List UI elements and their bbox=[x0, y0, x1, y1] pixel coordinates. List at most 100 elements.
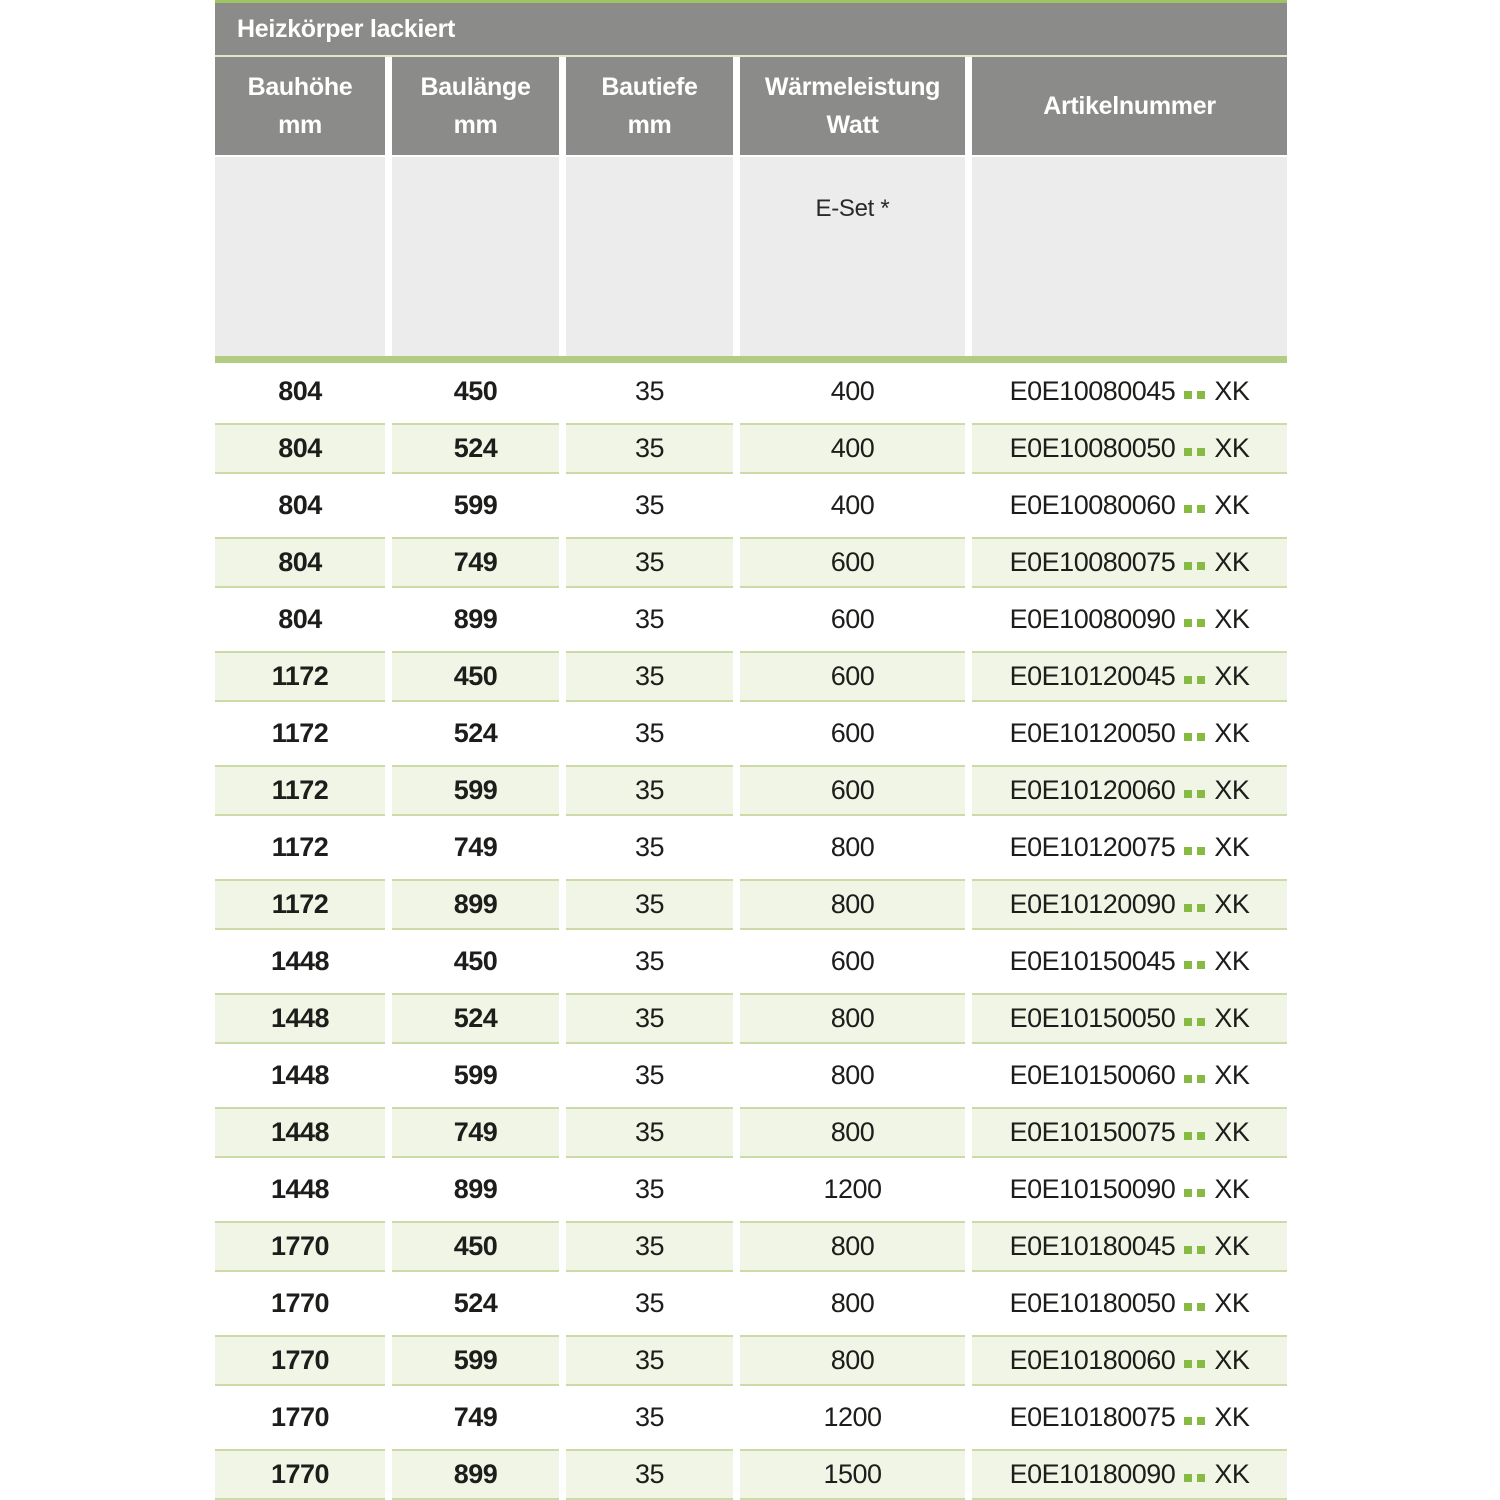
bauhoehe-value: 1172 bbox=[271, 889, 329, 919]
cell-bautiefe: 35 bbox=[566, 708, 733, 759]
artikelnummer-prefix: E0E10150075 bbox=[1009, 1117, 1176, 1147]
cell-waermeleistung: 800 bbox=[740, 879, 965, 930]
artikelnummer-value: E0E10150045 XK bbox=[1010, 946, 1250, 977]
green-dot-icon bbox=[1184, 1246, 1193, 1254]
green-dot-icon bbox=[1197, 1132, 1206, 1140]
table-body: 804 450 35 400 E0E10080045 XK 804 524 35 … bbox=[215, 363, 1287, 1500]
artikelnummer-suffix: XK bbox=[1214, 547, 1250, 577]
sub-header-cell bbox=[566, 157, 733, 356]
table-row: 1770 524 35 800 E0E10180050 XK bbox=[215, 1275, 1287, 1332]
artikelnummer-prefix: E0E10120045 bbox=[1009, 661, 1176, 691]
cell-artikelnummer: E0E10080045 XK bbox=[972, 366, 1287, 417]
artikelnummer-suffix: XK bbox=[1214, 433, 1250, 463]
green-dot-icon bbox=[1184, 448, 1193, 456]
column-header-label: Baulänge bbox=[420, 73, 531, 101]
green-dot-icon bbox=[1184, 562, 1193, 570]
bautiefe-value: 35 bbox=[634, 1003, 665, 1033]
green-dot-icon bbox=[1184, 790, 1193, 798]
bautiefe-value: 35 bbox=[634, 661, 665, 691]
baulaenge-value: 599 bbox=[453, 1345, 498, 1375]
cell-baulaenge: 749 bbox=[392, 1392, 559, 1443]
artikelnummer-prefix: E0E10150090 bbox=[1009, 1174, 1176, 1204]
artikelnummer-prefix: E0E10080050 bbox=[1009, 433, 1176, 463]
cell-bautiefe: 35 bbox=[566, 366, 733, 417]
table-row: 1448 450 35 600 E0E10150045 XK bbox=[215, 933, 1287, 990]
cell-artikelnummer: E0E10080090 XK bbox=[972, 594, 1287, 645]
artikelnummer-value: E0E10080075 XK bbox=[1010, 547, 1250, 578]
bautiefe-value: 35 bbox=[634, 718, 665, 748]
bautiefe-value: 35 bbox=[634, 1174, 665, 1204]
cell-bauhoehe: 1172 bbox=[215, 879, 385, 930]
cell-bautiefe: 35 bbox=[566, 1050, 733, 1101]
bautiefe-value: 35 bbox=[634, 946, 665, 976]
artikelnummer-value: E0E10180050 XK bbox=[1010, 1288, 1250, 1319]
bauhoehe-value: 1448 bbox=[270, 1060, 330, 1090]
column-header-label: Bauhöhe bbox=[247, 73, 353, 101]
bautiefe-value: 35 bbox=[634, 490, 665, 520]
cell-bautiefe: 35 bbox=[566, 822, 733, 873]
cell-waermeleistung: 600 bbox=[740, 651, 965, 702]
baulaenge-value: 899 bbox=[453, 1459, 498, 1489]
artikelnummer-suffix: XK bbox=[1214, 1345, 1250, 1375]
baulaenge-value: 749 bbox=[453, 547, 498, 577]
cell-bautiefe: 35 bbox=[566, 879, 733, 930]
column-header-label: Artikelnummer bbox=[1043, 92, 1216, 120]
artikelnummer-suffix: XK bbox=[1214, 1459, 1250, 1489]
cell-bautiefe: 35 bbox=[566, 1392, 733, 1443]
cell-bautiefe: 35 bbox=[566, 936, 733, 987]
cell-waermeleistung: 1200 bbox=[740, 1164, 965, 1215]
artikelnummer-value: E0E10080050 XK bbox=[1010, 433, 1250, 464]
table-row: 1172 599 35 600 E0E10120060 XK bbox=[215, 762, 1287, 819]
table-row: 1448 599 35 800 E0E10150060 XK bbox=[215, 1047, 1287, 1104]
artikelnummer-value: E0E10120090 XK bbox=[1010, 889, 1250, 920]
bauhoehe-value: 1448 bbox=[270, 1174, 330, 1204]
table-row: 1770 450 35 800 E0E10180045 XK bbox=[215, 1218, 1287, 1275]
sub-header-row: E-Set * bbox=[215, 157, 1287, 356]
cell-artikelnummer: E0E10120050 XK bbox=[972, 708, 1287, 759]
baulaenge-value: 599 bbox=[453, 1060, 498, 1090]
green-dot-icon bbox=[1184, 1417, 1193, 1425]
baulaenge-value: 450 bbox=[453, 1231, 498, 1261]
green-dot-icon bbox=[1197, 448, 1206, 456]
cell-artikelnummer: E0E10150060 XK bbox=[972, 1050, 1287, 1101]
green-dot-icon bbox=[1197, 676, 1206, 684]
cell-waermeleistung: 800 bbox=[740, 993, 965, 1044]
watt-value: 800 bbox=[830, 1117, 875, 1147]
cell-waermeleistung: 600 bbox=[740, 936, 965, 987]
watt-value: 800 bbox=[830, 889, 875, 919]
green-dot-icon bbox=[1197, 1075, 1206, 1083]
cell-waermeleistung: 600 bbox=[740, 537, 965, 588]
bauhoehe-value: 1172 bbox=[271, 832, 329, 862]
table-row: 1172 899 35 800 E0E10120090 XK bbox=[215, 876, 1287, 933]
watt-value: 600 bbox=[830, 547, 875, 577]
bauhoehe-value: 1172 bbox=[271, 661, 329, 691]
artikelnummer-suffix: XK bbox=[1214, 1231, 1250, 1261]
table-row: 1448 524 35 800 E0E10150050 XK bbox=[215, 990, 1287, 1047]
artikelnummer-value: E0E10080060 XK bbox=[1010, 490, 1250, 521]
cell-baulaenge: 450 bbox=[392, 936, 559, 987]
bautiefe-value: 35 bbox=[634, 1402, 665, 1432]
cell-bauhoehe: 804 bbox=[215, 366, 385, 417]
cell-artikelnummer: E0E10180090 XK bbox=[972, 1449, 1287, 1500]
column-header-unit: mm bbox=[278, 111, 322, 139]
bautiefe-value: 35 bbox=[634, 604, 665, 634]
artikelnummer-value: E0E10150060 XK bbox=[1010, 1060, 1250, 1091]
cell-waermeleistung: 400 bbox=[740, 480, 965, 531]
table-row: 1448 749 35 800 E0E10150075 XK bbox=[215, 1104, 1287, 1161]
watt-value: 400 bbox=[830, 490, 875, 520]
artikelnummer-suffix: XK bbox=[1214, 1402, 1250, 1432]
artikelnummer-prefix: E0E10120075 bbox=[1009, 832, 1176, 862]
green-dot-icon bbox=[1197, 1360, 1206, 1368]
bautiefe-value: 35 bbox=[634, 775, 665, 805]
cell-waermeleistung: 400 bbox=[740, 366, 965, 417]
artikelnummer-prefix: E0E10120050 bbox=[1009, 718, 1176, 748]
bautiefe-value: 35 bbox=[634, 547, 665, 577]
bauhoehe-value: 804 bbox=[278, 433, 322, 463]
bauhoehe-value: 804 bbox=[278, 547, 322, 577]
artikelnummer-prefix: E0E10080045 bbox=[1009, 376, 1176, 406]
baulaenge-value: 524 bbox=[453, 718, 498, 748]
bauhoehe-value: 1770 bbox=[270, 1231, 330, 1261]
cell-bautiefe: 35 bbox=[566, 993, 733, 1044]
cell-bauhoehe: 1770 bbox=[215, 1221, 385, 1272]
